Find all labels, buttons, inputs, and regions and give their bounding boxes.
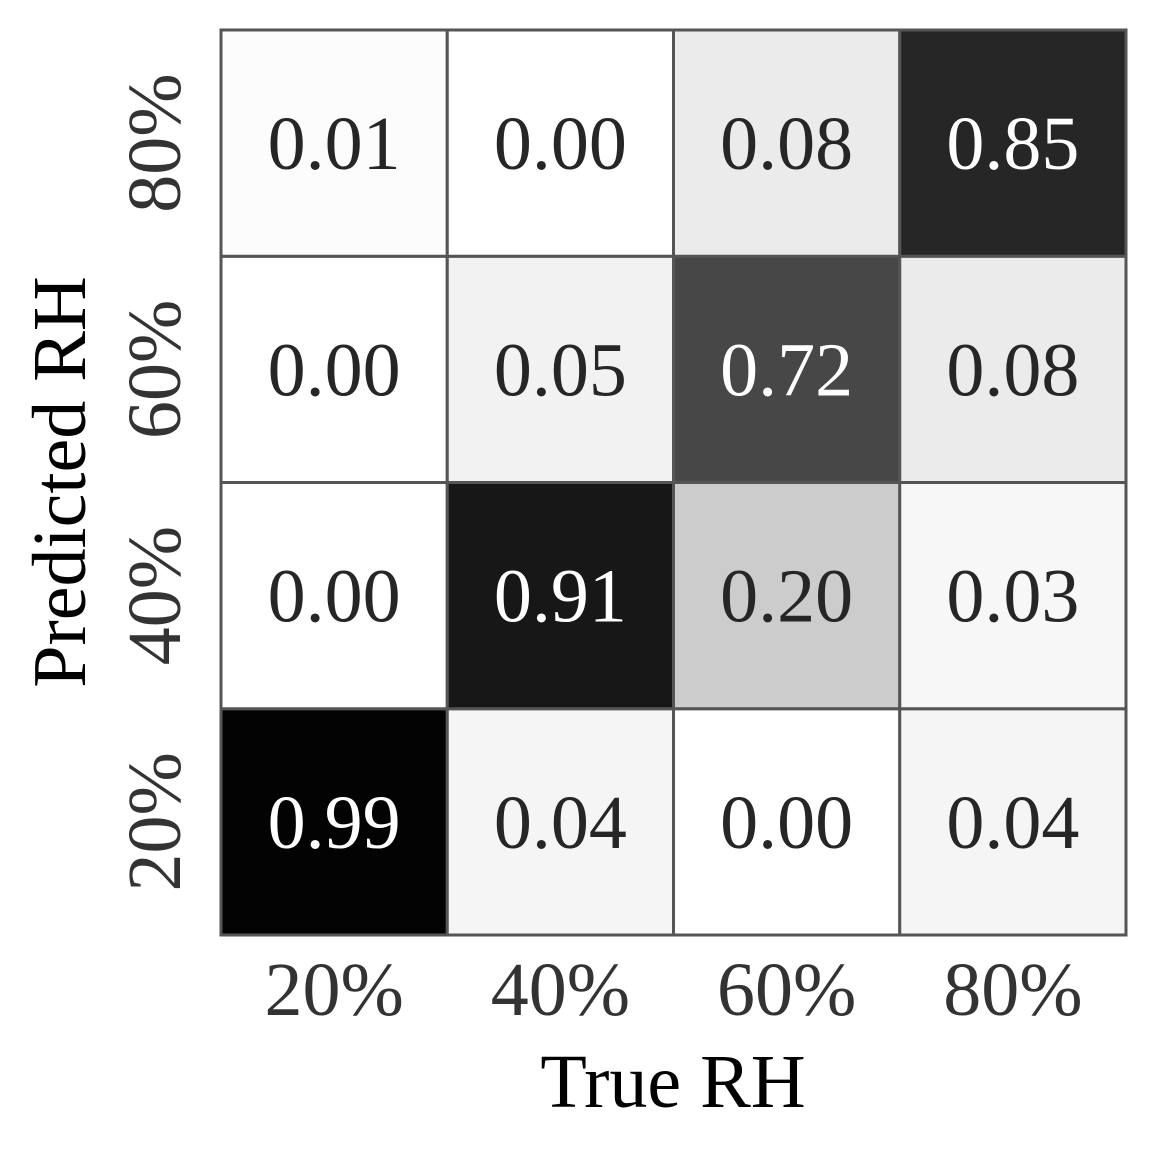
heatmap-cells [219,28,1128,937]
heatmap-cell [898,481,1128,711]
y-tick-label: 60% [113,300,197,439]
x-axis-label: True RH [540,1040,805,1124]
heatmap-cell [445,481,675,711]
x-tick-label: 60% [717,948,856,1032]
cell-value-label: 0.00 [720,781,853,865]
y-tick-label: 80% [113,73,197,212]
heatmap-cell [219,481,449,711]
y-tick-label: 40% [113,526,197,665]
x-tick-labels: 20% 40% 60% 80% [264,948,1082,1032]
cell-value-label: 0.05 [494,328,627,412]
x-tick-label: 80% [943,948,1082,1032]
cell-value-label: 0.72 [720,328,853,412]
heatmap-cell [445,28,675,258]
heatmap-cell [219,28,449,258]
cell-value-label: 0.03 [946,555,1079,639]
cell-value-label: 0.08 [946,328,1079,412]
heatmap-cell [672,481,902,711]
heatmap-cell-labels: 0.99 0.04 0.00 0.04 0.00 0.91 0.20 0.03 0.00 0.05… [268,102,1080,865]
cell-value-label: 0.85 [946,102,1079,186]
x-tick-label: 40% [491,948,630,1032]
y-axis-label: Predicted RH [18,276,102,688]
cell-value-label: 0.20 [720,555,853,639]
cell-value-label: 0.99 [268,781,401,865]
cell-value-label: 0.04 [946,781,1079,865]
x-tick-label: 20% [264,948,403,1032]
cell-value-label: 0.00 [268,555,401,639]
heatmap-cell [898,254,1128,484]
heatmap-cell [898,707,1128,937]
heatmap-cell [445,707,675,937]
cell-value-label: 0.01 [268,102,401,186]
cell-value-label: 0.08 [720,102,853,186]
cell-value-label: 0.00 [268,328,401,412]
heatmap-cell [898,28,1128,258]
heatmap-cell [219,254,449,484]
cell-value-label: 0.04 [494,781,627,865]
heatmap-cell [445,254,675,484]
cell-value-label: 0.91 [494,555,627,639]
heatmap-cell [219,707,449,937]
cell-value-label: 0.00 [494,102,627,186]
y-tick-labels: 20% 40% 60% 80% [113,73,197,891]
y-tick-label: 20% [113,752,197,891]
